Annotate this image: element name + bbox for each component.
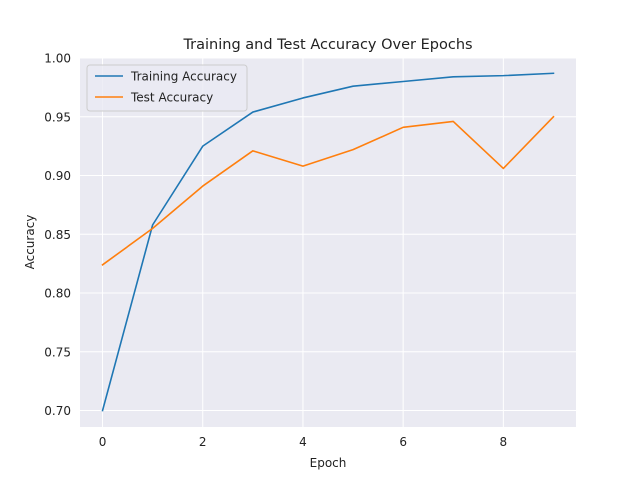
- y-tick-label: 0.80: [44, 287, 71, 301]
- x-tick-label: 6: [399, 435, 407, 449]
- legend-box: [86, 64, 248, 112]
- x-tick-labels: 0 2 4 6 8: [99, 435, 507, 449]
- legend-label-test: Test Accuracy: [130, 91, 213, 105]
- y-tick-label: 1.00: [44, 52, 71, 66]
- series-lines: [101, 72, 555, 412]
- series-line-test-accuracy: [101, 115, 555, 266]
- y-gridlines: [80, 57, 576, 412]
- x-tick-label: 2: [199, 435, 207, 449]
- x-tick-label: 0: [99, 435, 107, 449]
- y-tick-label: 0.75: [44, 345, 71, 359]
- y-axis-label: Accuracy: [23, 215, 37, 270]
- y-tick-labels: 0.70 0.75 0.80 0.85 0.90 0.95 1.00: [44, 52, 71, 419]
- x-tick-label: 4: [299, 435, 307, 449]
- x-gridlines: [102, 58, 504, 427]
- y-tick-label: 0.70: [44, 404, 71, 418]
- x-axis-label: Epoch: [310, 456, 347, 470]
- y-tick-label: 0.90: [44, 169, 71, 183]
- y-tick-label: 0.95: [44, 110, 71, 124]
- x-tick-label: 8: [500, 435, 508, 449]
- legend-label-training: Training Accuracy: [130, 70, 237, 84]
- series-line-training-accuracy: [101, 72, 555, 412]
- plot-background: [80, 58, 576, 427]
- legend: Training Accuracy Test Accuracy: [86, 64, 248, 112]
- chart-title: Training and Test Accuracy Over Epochs: [182, 37, 472, 53]
- y-tick-label: 0.85: [44, 228, 71, 242]
